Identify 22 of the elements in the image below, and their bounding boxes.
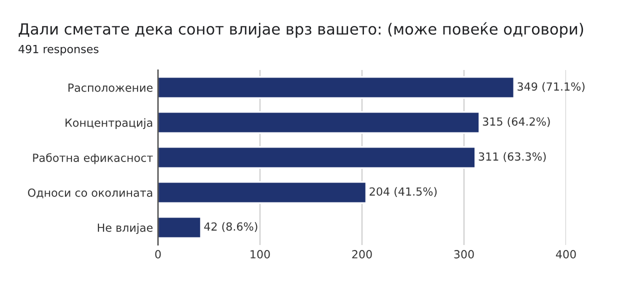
y-tick-label: Расположение bbox=[68, 84, 153, 92]
y-tick-label: Не влијае bbox=[98, 223, 153, 234]
bar bbox=[158, 76, 515, 99]
data-label: 311 (63.3%) bbox=[478, 152, 546, 162]
data-label: 349 (71.1%) bbox=[518, 82, 585, 92]
bar bbox=[158, 111, 480, 134]
bar bbox=[158, 146, 476, 169]
y-tick-label: Односи со околината bbox=[28, 188, 152, 198]
text: 491 responses bbox=[18, 44, 98, 56]
data-label: 42 (8.6%) bbox=[204, 222, 258, 232]
x-tick-label: 100 bbox=[250, 250, 270, 258]
chart-title: Дали сметате дека сонот влијае врз вашето: (може повеќе одговори) bbox=[18, 22, 584, 38]
x-tick-label: 400 bbox=[556, 250, 576, 258]
bar bbox=[158, 216, 202, 239]
x-tick-label: 200 bbox=[352, 250, 372, 258]
y-tick-label: Работна ефикасност bbox=[33, 153, 153, 164]
x-tick-label: 0 bbox=[155, 250, 161, 258]
data-label: 204 (41.5%) bbox=[370, 187, 437, 198]
bar bbox=[158, 181, 367, 204]
x-tick-label: 300 bbox=[454, 250, 474, 258]
data-label: 315 (64.2%) bbox=[482, 117, 550, 128]
y-tick-label: Концентрација bbox=[66, 118, 152, 130]
